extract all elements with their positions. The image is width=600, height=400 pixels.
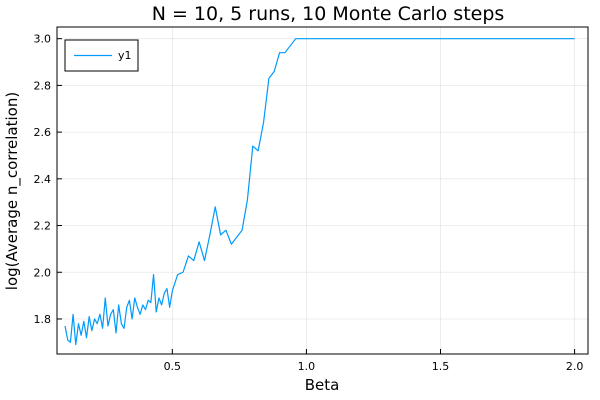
chart-title: N = 10, 5 runs, 10 Monte Carlo steps — [152, 3, 505, 25]
x-tick-label: 1.5 — [432, 360, 450, 373]
series-line-y1 — [64, 38, 575, 346]
x-axis-label: Beta — [305, 376, 340, 394]
y-tick-label: 2.0 — [34, 266, 52, 279]
y-tick-label: 2.2 — [34, 220, 52, 233]
grid — [57, 27, 588, 354]
y-tick-label: 3.0 — [34, 33, 52, 46]
x-tick-label: 2.0 — [566, 360, 584, 373]
x-axis: 0.5 1.0 1.5 2.0 — [164, 349, 584, 373]
y-tick-label: 2.8 — [34, 79, 52, 92]
y-tick-label: 2.4 — [34, 173, 52, 186]
plot-frame — [56, 26, 589, 355]
y-tick-label: 1.8 — [34, 313, 52, 326]
x-tick-label: 0.5 — [164, 360, 182, 373]
legend-label-y1: y1 — [118, 49, 132, 62]
y-axis: 1.8 2.0 2.2 2.4 2.6 2.8 3.0 — [34, 33, 62, 326]
x-tick-label: 1.0 — [298, 360, 316, 373]
series-layer — [64, 38, 575, 346]
y-tick-label: 2.6 — [34, 126, 52, 139]
y-axis-label: log(Average n_correlation) — [3, 92, 22, 290]
legend: y1 — [64, 39, 139, 72]
